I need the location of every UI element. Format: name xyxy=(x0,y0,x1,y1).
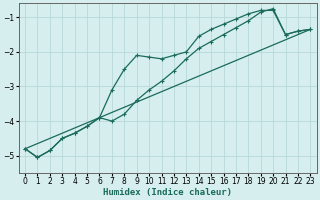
X-axis label: Humidex (Indice chaleur): Humidex (Indice chaleur) xyxy=(103,188,232,197)
